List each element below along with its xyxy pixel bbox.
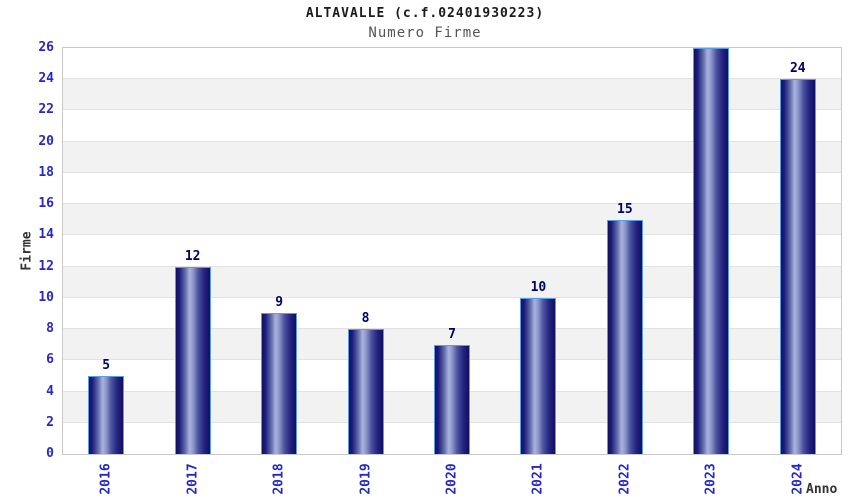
bar-value-label: 8 xyxy=(361,311,370,327)
y-tick-label: 12 xyxy=(38,258,54,274)
y-tick-label: 26 xyxy=(38,40,54,55)
gridline xyxy=(63,265,841,267)
x-tick-label: 2024 xyxy=(790,463,806,495)
bar-2020 xyxy=(434,344,470,454)
y-tick-label: 14 xyxy=(38,227,54,243)
plot-area: 51298710152624 xyxy=(62,47,842,455)
bar-2017 xyxy=(174,266,211,454)
gridline xyxy=(63,328,841,330)
gridline xyxy=(63,109,841,111)
y-tick-label: 6 xyxy=(46,352,54,368)
x-tick-label: 2020 xyxy=(444,463,460,495)
bar-2022 xyxy=(606,219,643,454)
y-tick-label: 8 xyxy=(46,321,54,337)
bar-value-label: 12 xyxy=(184,248,201,264)
x-tick-label: 2021 xyxy=(530,463,546,495)
y-tick-label: 18 xyxy=(38,164,54,180)
bar-2024 xyxy=(779,79,816,454)
gridline xyxy=(63,203,841,205)
y-tick-label: 2 xyxy=(46,414,54,430)
x-tick-label: 2016 xyxy=(98,463,114,495)
gridline xyxy=(63,78,841,80)
y-tick-label: 16 xyxy=(38,196,54,212)
bar-value-label: 24 xyxy=(789,61,806,77)
x-tick-label: 2023 xyxy=(703,463,719,495)
bar-2023 xyxy=(693,48,730,454)
y-tick-label: 10 xyxy=(38,289,54,305)
bar-2018 xyxy=(261,313,298,454)
y-tick-label: 24 xyxy=(38,71,54,87)
bar-2019 xyxy=(347,329,384,454)
gridline xyxy=(63,234,841,236)
y-tick-label: 0 xyxy=(46,446,54,461)
x-tick-label: 2017 xyxy=(185,463,201,495)
bar-value-label: 9 xyxy=(275,295,284,311)
y-tick-label: 4 xyxy=(46,383,54,399)
gridline xyxy=(63,296,841,298)
x-tick-label: 2022 xyxy=(617,463,633,495)
bar-value-label: 10 xyxy=(530,279,547,295)
chart-title: ALTAVALLE (c.f.02401930223) xyxy=(305,6,545,21)
gridline xyxy=(63,171,841,173)
gridline xyxy=(63,140,841,142)
bar-2021 xyxy=(520,297,557,454)
y-tick-label: 20 xyxy=(38,133,54,149)
bar-2016 xyxy=(88,375,125,454)
chart-subtitle: Numero Firme xyxy=(368,25,482,41)
bar-value-label: 7 xyxy=(448,326,456,342)
x-tick-label: 2019 xyxy=(358,463,374,495)
y-tick-label: 22 xyxy=(38,102,54,118)
x-axis-title: Anno xyxy=(806,482,838,497)
bar-value-label: 5 xyxy=(102,357,111,373)
x-tick-label: 2018 xyxy=(271,463,287,495)
bar-value-label: 15 xyxy=(617,201,633,217)
